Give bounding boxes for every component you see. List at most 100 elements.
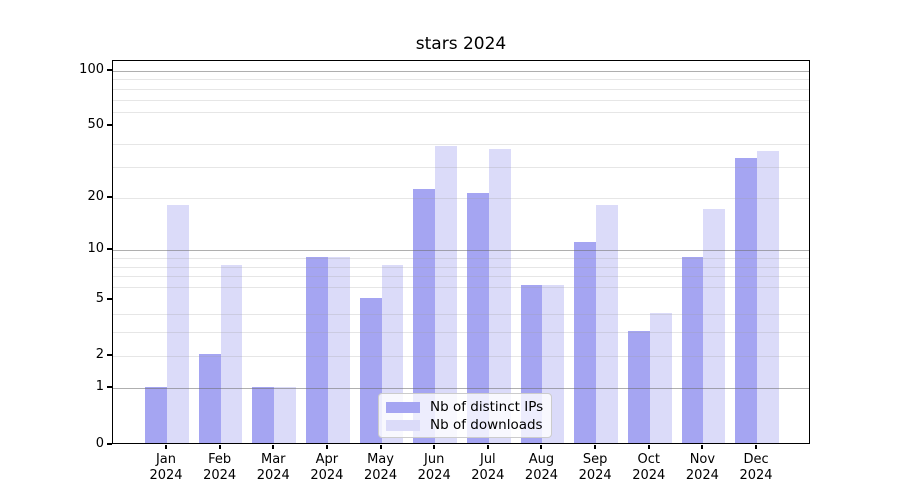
y-tick-mark <box>107 442 112 445</box>
bar-apr-downloads <box>327 256 350 443</box>
x-tick-mark <box>325 444 328 449</box>
y-tick-label: 0 <box>95 435 104 451</box>
bar-nov-ips <box>681 256 704 443</box>
bar-mar-downloads <box>274 386 297 443</box>
year-label: 2024 <box>149 467 183 483</box>
month-label: Aug <box>528 451 555 467</box>
x-tick-mark <box>272 444 275 449</box>
y-tick-label: 5 <box>95 290 104 306</box>
minor-gridline <box>113 111 809 113</box>
x-tick-label-jul: Jul 2024 <box>456 452 520 484</box>
bar-apr-ips <box>306 256 328 443</box>
legend-item-ips: Nb of distinct IPs <box>386 399 543 415</box>
minor-gridline <box>113 332 809 334</box>
bar-jan-downloads <box>167 204 189 443</box>
month-label: Jul <box>479 451 496 467</box>
bar-may-ips <box>359 297 382 443</box>
y-tick-mark <box>107 386 112 389</box>
bar-jun-downloads <box>435 146 457 443</box>
x-tick-label-jun: Jun 2024 <box>402 452 466 484</box>
month-label: Apr <box>315 451 339 467</box>
bar-nov-downloads <box>703 209 726 443</box>
year-label: 2024 <box>203 467 237 483</box>
bar-jan-ips <box>145 386 167 443</box>
month-label: Dec <box>743 451 769 467</box>
minor-gridline <box>113 143 809 145</box>
x-tick-mark <box>486 444 489 449</box>
minor-gridline <box>113 79 809 81</box>
y-tick-label: 2 <box>95 346 104 362</box>
major-gridline <box>113 250 809 252</box>
y-tick-mark <box>107 248 112 251</box>
minor-gridline <box>113 166 809 168</box>
legend-item-downloads: Nb of downloads <box>386 417 543 433</box>
bar-jul-ips <box>467 192 489 443</box>
year-label: 2024 <box>739 467 773 483</box>
month-label: Nov <box>689 451 716 467</box>
year-label: 2024 <box>310 467 344 483</box>
y-tick-label: 10 <box>87 241 104 257</box>
year-label: 2024 <box>364 467 398 483</box>
x-tick-label-jan: Jan 2024 <box>134 452 198 484</box>
x-tick-mark <box>165 444 167 449</box>
month-label: Sep <box>582 451 608 467</box>
year-label: 2024 <box>256 467 290 483</box>
y-tick-label: 20 <box>87 189 104 205</box>
x-tick-label-nov: Nov 2024 <box>670 452 734 484</box>
bar-mar-ips <box>252 386 275 443</box>
x-tick-mark <box>647 444 650 449</box>
bar-jul-downloads <box>488 148 511 443</box>
year-label: 2024 <box>417 467 451 483</box>
year-label: 2024 <box>578 467 612 483</box>
minor-gridline <box>113 266 809 268</box>
bar-dec-ips <box>735 157 758 443</box>
month-label: Jun <box>424 451 445 467</box>
legend-label: Nb of downloads <box>430 417 543 433</box>
x-tick-label-apr: Apr 2024 <box>295 452 359 484</box>
bar-dec-downloads <box>757 150 779 443</box>
x-tick-label-feb: Feb 2024 <box>188 452 252 484</box>
x-tick-label-dec: Dec 2024 <box>724 452 788 484</box>
year-label: 2024 <box>632 467 666 483</box>
x-tick-mark <box>433 444 436 449</box>
bar-jun-ips <box>413 189 436 443</box>
y-tick-mark <box>107 297 112 300</box>
x-tick-label-oct: Oct 2024 <box>617 452 681 484</box>
y-tick-mark <box>107 69 112 71</box>
x-tick-label-aug: Aug 2024 <box>509 452 573 484</box>
plot-area <box>112 60 810 444</box>
x-tick-label-sep: Sep 2024 <box>563 452 627 484</box>
y-tick-mark <box>107 124 112 127</box>
x-tick-mark <box>218 444 221 449</box>
minor-gridline <box>113 198 809 200</box>
major-gridline <box>113 388 809 390</box>
x-tick-mark <box>594 444 597 449</box>
month-label: Jan <box>155 451 177 467</box>
minor-gridline <box>113 355 809 357</box>
bar-sep-downloads <box>596 204 618 443</box>
minor-gridline <box>113 88 809 90</box>
month-label: Mar <box>261 451 286 467</box>
minor-gridline <box>113 287 809 289</box>
major-gridline <box>113 71 809 72</box>
bar-oct-ips <box>627 330 650 443</box>
legend-label: Nb of distinct IPs <box>430 399 544 415</box>
chart-title: stars 2024 <box>415 34 507 54</box>
y-tick-mark <box>107 353 112 356</box>
minor-gridline <box>113 314 809 316</box>
x-tick-mark <box>379 444 382 449</box>
y-tick-label: 50 <box>87 117 104 133</box>
legend: Nb of distinct IPs Nb of downloads <box>378 393 552 438</box>
bar-feb-ips <box>198 354 221 443</box>
y-tick-mark <box>107 196 112 199</box>
x-tick-mark <box>701 444 704 449</box>
legend-swatch-icon <box>386 401 420 413</box>
x-tick-mark <box>755 444 758 449</box>
bar-sep-ips <box>574 241 597 443</box>
minor-gridline <box>113 99 809 101</box>
month-label: Feb <box>208 451 232 467</box>
minor-gridline <box>113 276 809 278</box>
legend-swatch-icon <box>386 419 420 431</box>
year-label: 2024 <box>524 467 559 483</box>
